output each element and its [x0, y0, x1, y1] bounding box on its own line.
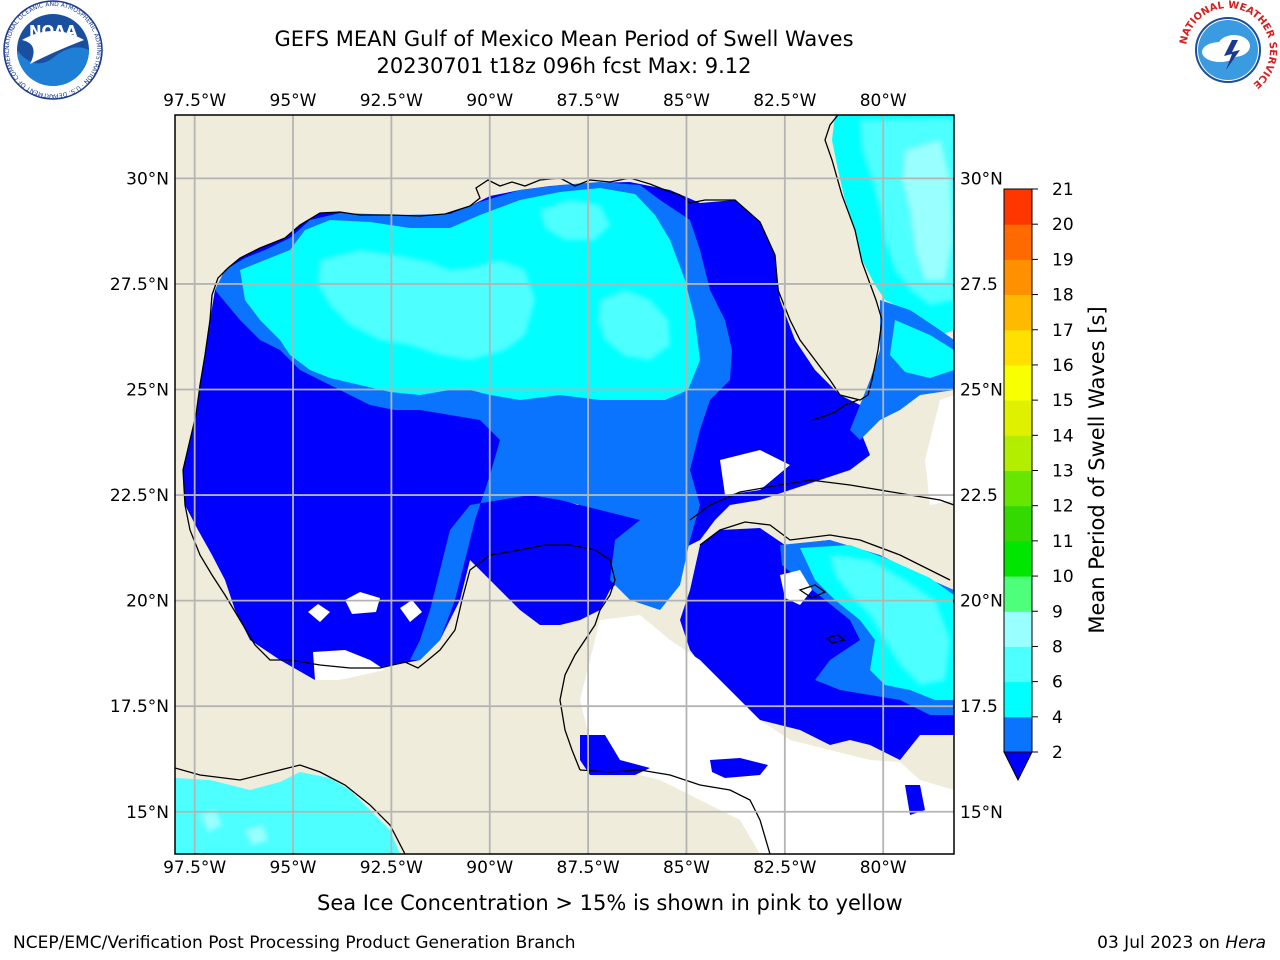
latitude-tick-label: 25°N — [126, 380, 169, 400]
longitude-tick-label: 87.5°W — [557, 858, 620, 878]
pacific-water-6-8s — [175, 772, 400, 854]
colorbar: 2 4 6 8 9 10 11 12 13 14 15 16 17 18 19 20 21 — [1003, 180, 1074, 782]
gulf-honduras-low — [580, 735, 925, 815]
colorbar-label: Mean Period of Swell Waves [s] — [1085, 306, 1109, 634]
map-subtitle-run: 20230701 t18z 096h fcst Max: 9.12 — [376, 54, 752, 78]
latitude-tick-label: 20°N — [960, 592, 1003, 612]
colorbar-tick-label: 2 — [1052, 743, 1063, 763]
colorbar-tick-label: 14 — [1052, 426, 1074, 446]
colorbar-tick-label: 9 — [1052, 602, 1063, 622]
coastlines — [175, 115, 954, 854]
colorbar-segment — [1004, 681, 1032, 718]
straits-water-4-6s — [890, 320, 954, 378]
latitude-tick-label: 17.5°N — [110, 697, 169, 717]
colorbar-tick-label: 20 — [1052, 215, 1074, 235]
longitude-tick-label: 97.5°W — [163, 91, 226, 111]
latitude-tick-label: 30°N — [960, 169, 1003, 189]
longitude-tick-label: 85°W — [663, 91, 710, 111]
latitude-tick-label: 25°N — [960, 380, 1003, 400]
footer-host: Hera — [1225, 933, 1266, 953]
longitude-tick-label: 82.5°W — [753, 91, 816, 111]
caribbean-water-6-8s — [830, 555, 950, 685]
latitude-tick-label: 30°N — [126, 169, 169, 189]
longitude-tick-label: 95°W — [270, 91, 317, 111]
colorbar-segment — [1004, 435, 1032, 471]
colorbar-tick-label: 18 — [1052, 286, 1074, 306]
graticule — [175, 115, 954, 854]
longitude-ticks-top: 97.5°W 95°W 92.5°W 90°W 87.5°W 85°W 82.5°W 80°W — [163, 91, 907, 111]
sea-ice-note: Sea Ice Concentration > 15% is shown in … — [317, 891, 903, 915]
latitude-tick-label: 27.5 — [960, 275, 998, 295]
colorbar-tick-label: 15 — [1052, 391, 1074, 411]
map-frame — [174, 114, 955, 855]
longitude-tick-label: 80°W — [860, 858, 907, 878]
colorbar-tick-label: 12 — [1052, 497, 1074, 517]
colorbar-tick-label: 10 — [1052, 567, 1074, 587]
footer-date-text: 03 Jul 2023 on — [1097, 933, 1226, 953]
latitude-tick-label: 15°N — [126, 803, 169, 823]
colorbar-tick-label: 4 — [1052, 708, 1063, 728]
colorbar-tick-label: 8 — [1052, 637, 1063, 657]
latitude-tick-label: 15°N — [960, 803, 1003, 823]
latitude-ticks-left: 30°N 27.5°N 25°N 22.5°N 20°N 17.5°N 15°N — [110, 169, 169, 822]
colorbar-segment — [1004, 611, 1032, 647]
colorbar-segment — [1004, 224, 1032, 260]
longitude-tick-label: 92.5°W — [360, 858, 423, 878]
longitude-tick-label: 85°W — [663, 858, 710, 878]
colorbar-segment — [1004, 364, 1032, 401]
latitude-tick-label: 27.5°N — [110, 275, 169, 295]
caribbean-nodata — [580, 395, 954, 854]
colorbar-segment — [1004, 540, 1032, 577]
colorbar-segment — [1004, 646, 1032, 683]
colorbar-segment — [1004, 716, 1032, 753]
colorbar-tick-label: 6 — [1052, 673, 1063, 693]
map-title: GEFS MEAN Gulf of Mexico Mean Period of … — [274, 27, 854, 51]
latitude-tick-label: 17.5 — [960, 697, 998, 717]
longitude-tick-label: 90°W — [466, 91, 513, 111]
colorbar-segment — [1004, 400, 1032, 436]
colorbar-tick-label: 21 — [1052, 180, 1074, 200]
latitude-tick-label: 22.5°N — [110, 486, 169, 506]
atlantic-water-8-9s — [902, 140, 952, 280]
colorbar-tick-label: 16 — [1052, 356, 1074, 376]
colorbar-tick-label: 13 — [1052, 462, 1074, 482]
footer-branch: NCEP/EMC/Verification Post Processing Pr… — [13, 933, 576, 953]
colorbar-tick-label: 17 — [1052, 321, 1074, 341]
longitude-tick-label: 97.5°W — [163, 858, 226, 878]
colorbar-segment — [1004, 294, 1032, 331]
longitude-tick-label: 92.5°W — [360, 91, 423, 111]
colorbar-segment — [1004, 470, 1032, 507]
colorbar-tick-label: 11 — [1052, 532, 1074, 552]
noaa-logo: NATIONAL OCEANIC AND ATMOSPHERIC ADMINIS… — [2, 0, 103, 100]
gulf-water-6-8s — [318, 200, 670, 360]
colorbar-tick-label: 19 — [1052, 250, 1074, 270]
longitude-tick-label: 80°W — [860, 91, 907, 111]
colorbar-extend-arrow — [1003, 751, 1033, 782]
latitude-tick-label: 20°N — [126, 592, 169, 612]
colorbar-segment — [1004, 189, 1032, 225]
longitude-tick-label: 87.5°W — [557, 91, 620, 111]
footer-date: 03 Jul 2023 on Hera — [1097, 933, 1266, 953]
colorbar-segment — [1004, 329, 1032, 366]
nws-logo: NATIONAL WEATHER SERVICE — [1178, 0, 1278, 98]
longitude-tick-label: 90°W — [466, 858, 513, 878]
colorbar-segment — [1004, 576, 1032, 612]
longitude-ticks-bottom: 97.5°W 95°W 92.5°W 90°W 87.5°W 85°W 82.5°W 80°W — [163, 858, 907, 878]
colorbar-segment — [1004, 505, 1032, 542]
colorbar-segment — [1004, 259, 1032, 296]
pacific-water-8-9s — [200, 810, 268, 845]
latitude-ticks-right: 30°N 27.5 25°N 22.5 20°N 17.5 15°N — [960, 169, 1003, 822]
longitude-tick-label: 82.5°W — [753, 858, 816, 878]
longitude-tick-label: 95°W — [270, 858, 317, 878]
latitude-tick-label: 22.5 — [960, 486, 998, 506]
noaa-logo-text: NOAA — [29, 22, 78, 40]
